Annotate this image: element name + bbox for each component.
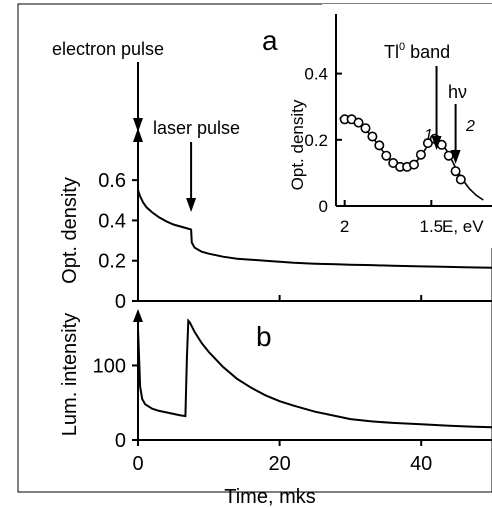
inset-chart: 0 0.2 0.4 2 1.5E, eV Opt. density [288,4,492,248]
figure-frame [17,3,492,493]
inset-data-point [367,131,378,142]
inset-data-point [408,159,419,170]
inset-band-main: Tl [384,42,399,62]
panel-b-y-tick-label: 100 [93,355,126,377]
panel-a-y-axis-label: Opt. density [59,177,81,284]
inset-x-axis-label: E, eV [442,217,484,236]
inset-mark-2: 2 [465,118,475,135]
inset-band-superscript: 0 [399,41,405,53]
inset-mark-1: 1 [424,127,433,144]
inset-data-point [374,140,385,151]
panel-b: 0 100 0 20 40 Lum. intensity Time, mks [59,309,492,508]
panel-a-y-axis-arrowhead [133,128,143,142]
panel-a-label: a [262,25,278,56]
panel-b-label: b [256,321,272,352]
inset-data-point [360,123,371,134]
inset-data-point [381,150,392,161]
panel-b-x-tick-label: 40 [410,453,432,475]
panel-a-series-line [137,189,492,269]
inset-data-point [422,138,433,149]
inset-data-point [450,166,461,177]
electron-pulse-label: electron pulse [52,39,164,59]
laser-pulse-label: laser pulse [153,118,240,138]
inset-background [322,4,492,248]
panel-a-y-tick-label: 0 [115,291,126,313]
panel-b-x-axis-label: Time, mks [224,486,315,508]
inset-arrowhead-1 [431,136,442,150]
panel-b-y-axis-arrowhead [133,309,143,322]
panel-b-series-line [137,318,492,429]
inset-y-tick-label: 0.4 [304,65,328,84]
panel-b-y-axis-label: Lum. intensity [59,313,81,436]
electron-pulse-arrowhead [133,118,143,132]
inset-hv-label: hν [448,82,467,102]
inset-data-point [455,174,466,185]
panel-b-y-tick-label: 0 [115,430,126,452]
panel-b-x-tick-label: 0 [132,453,143,475]
laser-pulse-arrowhead [186,198,197,212]
panel-a-y-tick-label: 0.6 [98,170,126,192]
inset-y-tick-label: 0 [319,197,328,216]
inset-y-axis-label: Opt. density [288,99,307,190]
inset-x-tick-label: 2 [340,217,349,236]
inset-x-tick-label: 1.5 [420,217,444,236]
inset-data-point [415,149,426,160]
inset-y-tick-label: 0.2 [304,131,328,150]
inset-band-suffix: band [405,42,450,62]
panel-a: 0 0.2 0.4 0.6 Opt. density [59,62,492,313]
panel-b-x-tick-label: 20 [268,453,290,475]
inset-arrowhead-2 [450,150,461,164]
inset-band-label: Tl0 band [384,41,450,62]
panel-a-y-tick-label: 0.4 [98,210,126,232]
inset-data-point [353,117,364,128]
panel-a-y-tick-label: 0.2 [98,251,126,273]
